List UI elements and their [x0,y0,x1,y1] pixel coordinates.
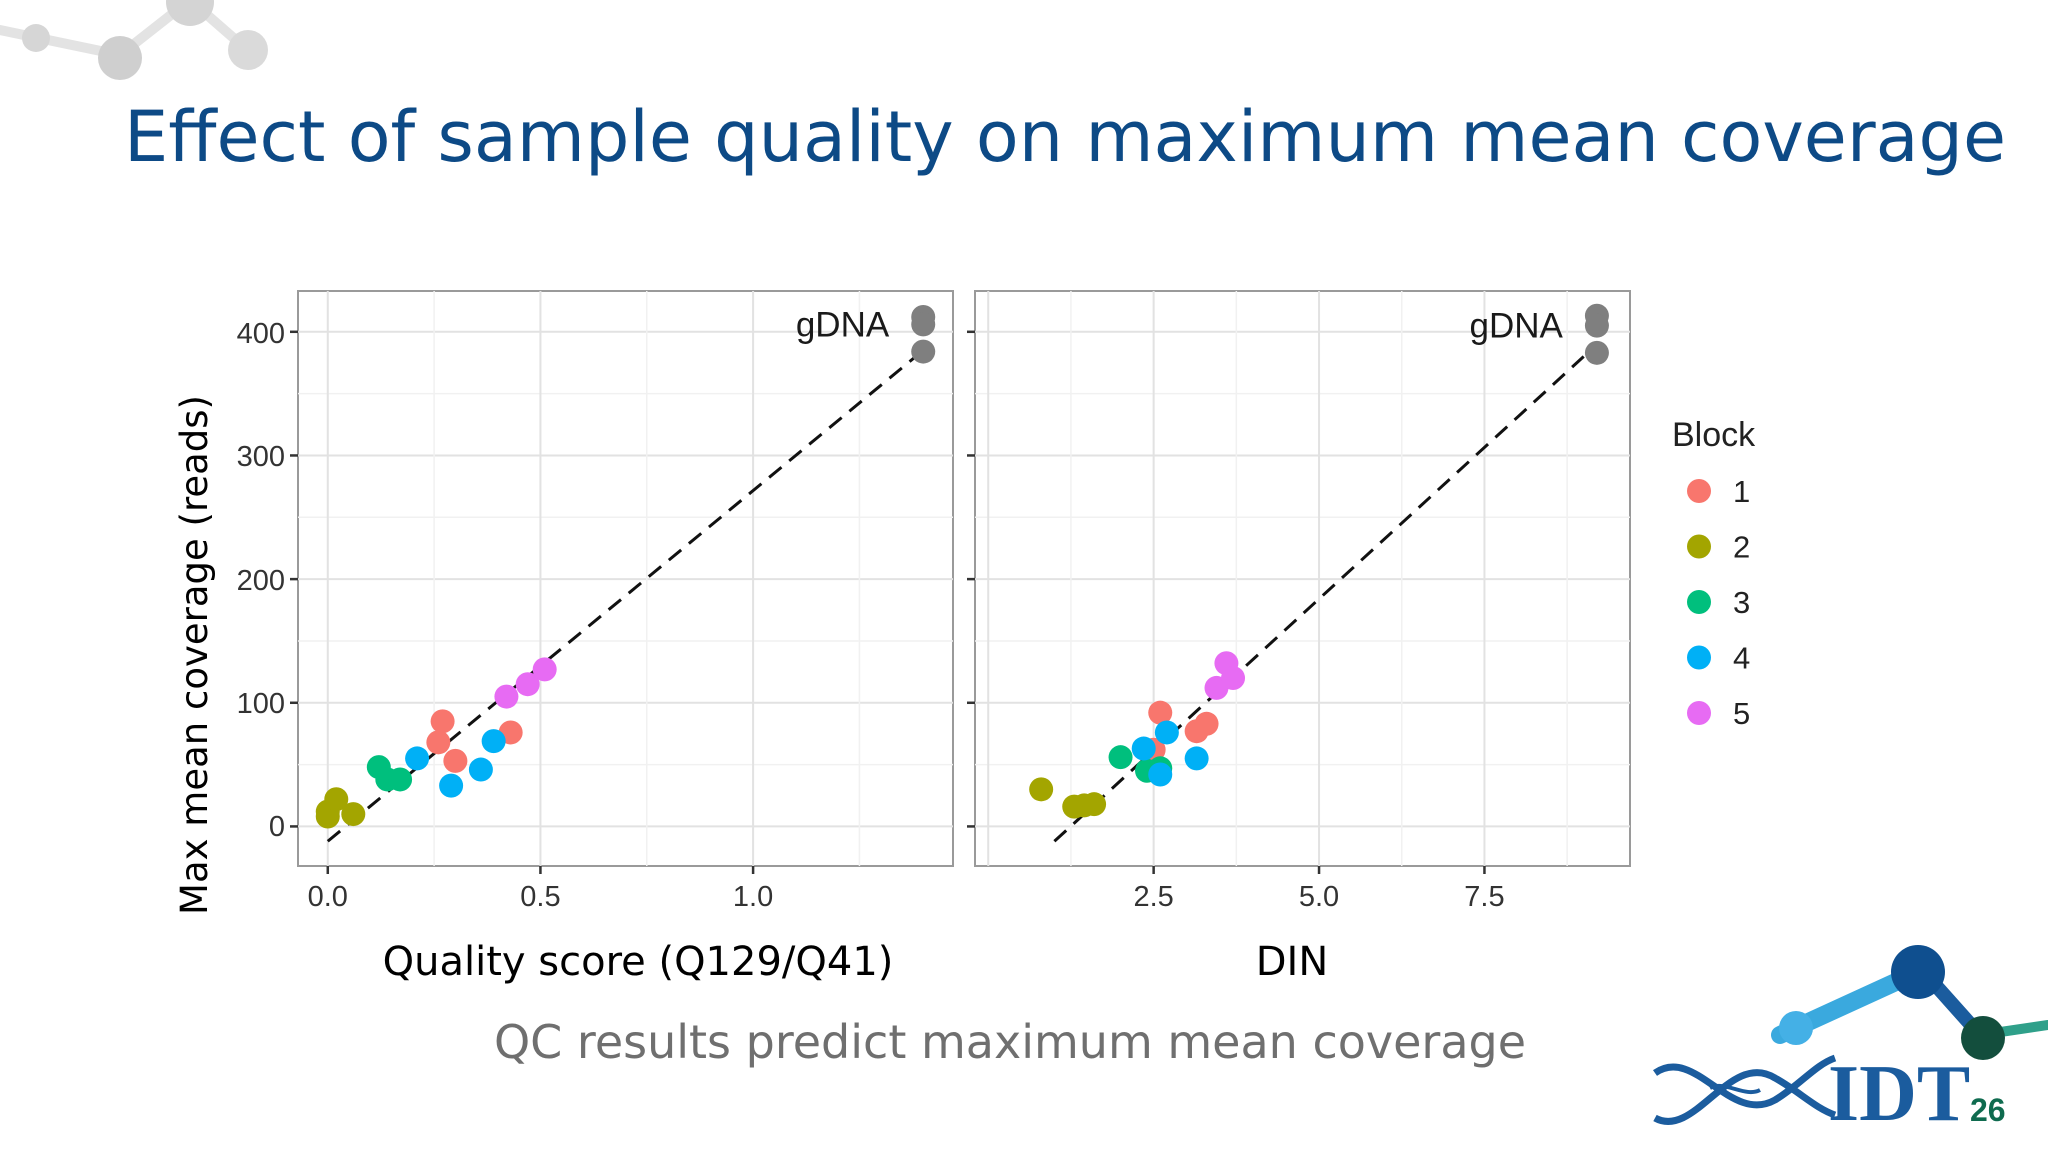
data-point [430,709,455,734]
x-tick-label: 1.0 [733,881,773,913]
data-point [494,684,519,709]
legend-key-block-3 [1687,590,1711,614]
chart-panels: 0.0 0.5 1.0 gDNA 2.5 5.0 7.5 gDNA [290,290,1631,913]
panel-2: 2.5 5.0 7.5 gDNA [967,290,1631,913]
y-tick-label: 100 [237,688,285,720]
series-block-4 [405,729,506,798]
data-point [1148,762,1173,787]
data-point [1148,700,1173,725]
data-point [1194,711,1219,736]
data-point [341,802,366,827]
data-point [468,757,493,782]
y-tick-label: 300 [237,441,285,473]
series-block-5 [1204,651,1246,700]
data-point [439,773,464,798]
gdna-annotation: gDNA [1470,307,1564,346]
legend-title: Block [1672,416,1756,454]
x-axis-label-quality-score: Quality score (Q129/Q41) [383,939,894,985]
data-point [481,729,506,754]
legend-label: 5 [1733,696,1750,731]
gdna-annotation: gDNA [796,305,890,344]
x-tick-label: 5.0 [1299,881,1339,913]
chart-legend: Block 1 2 3 4 5 [1672,416,1756,731]
idt-logo: IDT [1652,945,2048,1138]
y-tick-label: 0 [269,811,285,843]
series-block-gDNA [1584,303,1609,365]
legend-key-block-2 [1687,534,1711,559]
data-point [532,657,557,682]
series-block-3 [366,755,413,792]
series-block-1 [426,709,523,773]
data-point [1584,313,1609,338]
y-tick-labels: 0 100 200 300 400 [237,318,285,843]
legend-key-block-5 [1687,701,1711,725]
data-point [426,730,451,755]
series-block-gDNA [911,304,936,364]
data-point [1082,792,1107,817]
molecule-decoration [0,0,268,80]
x-tick-label: 7.5 [1464,881,1504,913]
legend-label: 2 [1733,530,1750,565]
legend-label: 4 [1733,641,1750,676]
x-tick-label: 0.0 [308,881,348,913]
data-point [1584,340,1609,365]
legend-label: 3 [1733,585,1750,620]
data-point [1184,746,1209,771]
data-point [388,767,413,792]
slide-title: Effect of sample quality on maximum mean… [124,96,2007,178]
data-point [1108,745,1133,770]
data-point [324,787,349,812]
data-point [1221,666,1246,691]
series-block-2 [1029,777,1107,819]
data-point [405,746,430,771]
x-tick-label: 0.5 [520,881,560,913]
panel-1: 0.0 0.5 1.0 gDNA [290,290,954,913]
y-axis-label: Max mean coverage (reads) [173,395,216,915]
idt-logo-text: IDT [1828,1050,1970,1138]
data-point [911,339,936,364]
data-point [443,748,468,773]
legend-key-block-1 [1687,479,1711,503]
data-point [911,312,936,337]
y-tick-label: 400 [237,318,285,350]
legend-label: 1 [1733,474,1750,509]
y-tick-label: 200 [237,565,285,597]
series-block-5 [494,657,557,709]
data-point [515,672,540,697]
x-tick-label: 2.5 [1133,881,1173,913]
series-block-4 [1131,720,1209,787]
data-point [1131,736,1156,761]
slide-caption: QC results predict maximum mean coverage [493,1015,1527,1069]
legend-key-block-4 [1687,645,1711,670]
page-number: 26 [1970,1092,2006,1128]
data-point [1029,777,1054,802]
data-point [1154,720,1179,745]
gridlines [298,291,953,866]
x-axis-label-din: DIN [1256,939,1329,985]
series-block-2 [315,787,366,829]
legend-keys: 1 2 3 4 5 [1687,474,1750,731]
